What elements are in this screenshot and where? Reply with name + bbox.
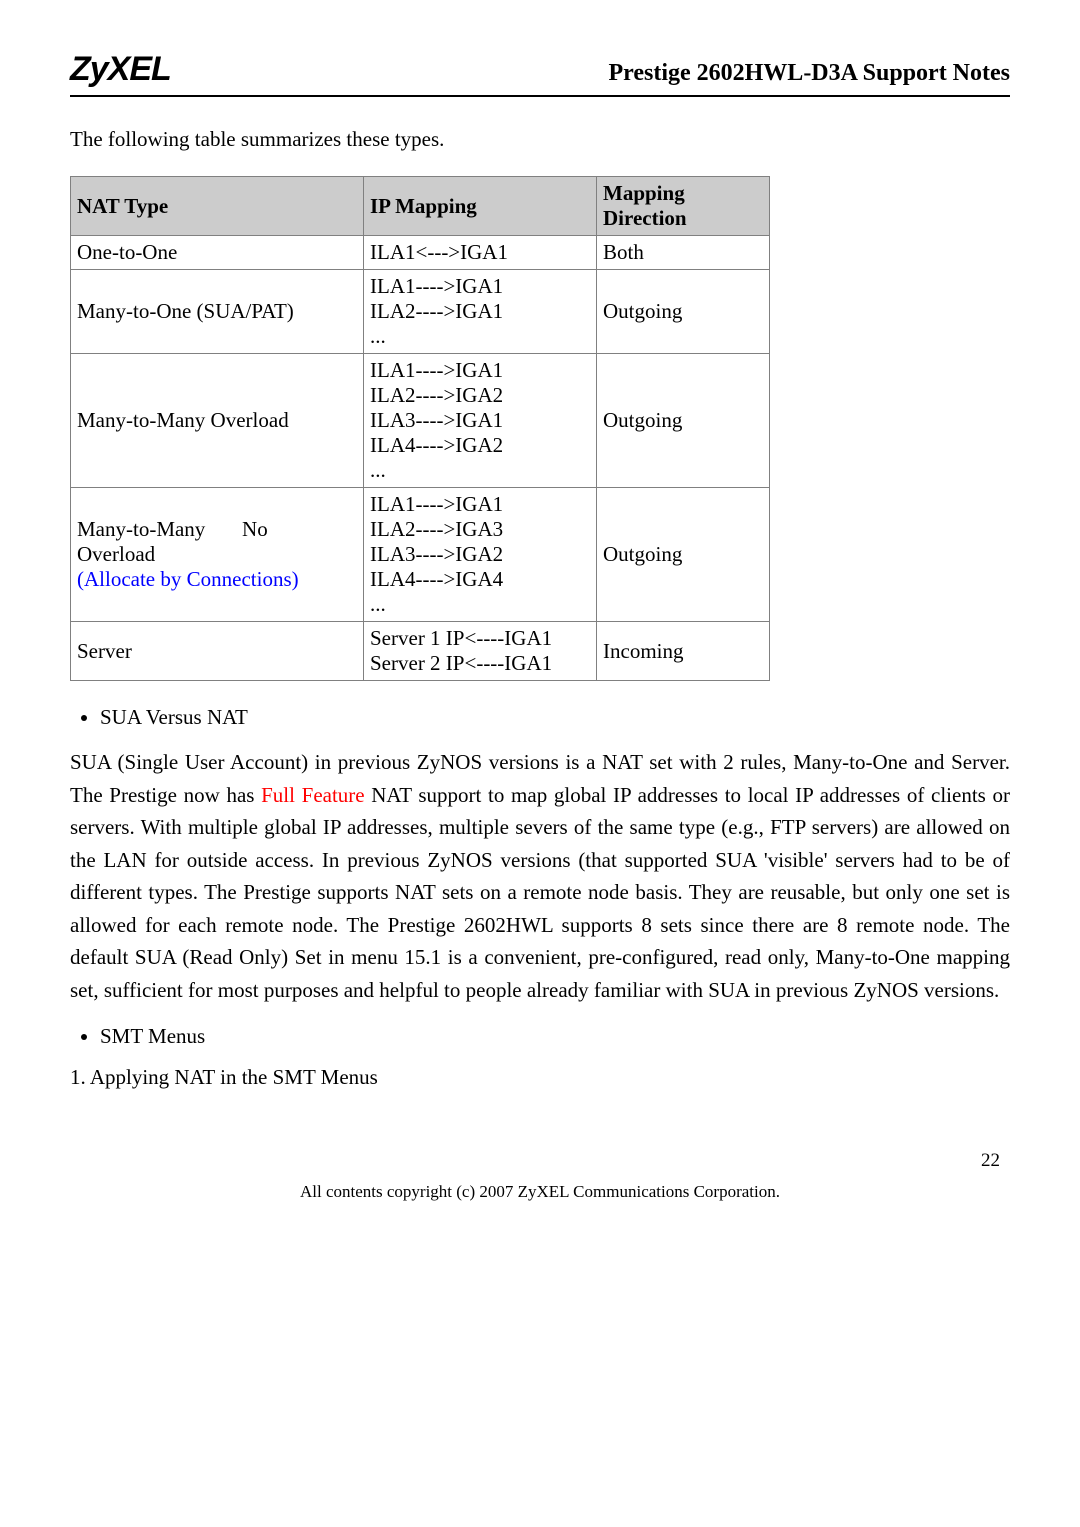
mapping-line: ILA2---->IGA1 — [370, 299, 503, 323]
direction-cell: Outgoing — [597, 488, 770, 622]
mapping-line: ILA3---->IGA1 — [370, 408, 503, 432]
mapping-line: Server 2 IP<----IGA1 — [370, 651, 552, 675]
direction-cell: Incoming — [597, 622, 770, 681]
mapping-line: ... — [370, 592, 386, 616]
sua-paragraph: SUA (Single User Account) in previous Zy… — [70, 746, 1010, 1006]
direction-cell: Both — [597, 236, 770, 270]
table-row: Many-to-One (SUA/PAT) ILA1---->IGA1 ILA2… — [71, 270, 770, 354]
intro-paragraph: The following table summarizes these typ… — [70, 127, 1010, 152]
table-row: Many-to-Many No Overload (Allocate by Co… — [71, 488, 770, 622]
col-header-direction: Mapping Direction — [597, 177, 770, 236]
mapping-line: ILA2---->IGA2 — [370, 383, 503, 407]
page-number: 22 — [70, 1150, 1010, 1172]
nat-type-cell: Server — [71, 622, 364, 681]
nat-type-line: Many-to-Many No — [77, 517, 268, 541]
bullet-list: SUA Versus NAT — [100, 705, 1010, 730]
bullet-sua-vs-nat: SUA Versus NAT — [100, 705, 1010, 730]
col-header-ip-mapping: IP Mapping — [364, 177, 597, 236]
mapping-line: ILA1---->IGA1 — [370, 492, 503, 516]
nat-type-cell: Many-to-One (SUA/PAT) — [71, 270, 364, 354]
mapping-line: ... — [370, 458, 386, 482]
table-row: Many-to-Many Overload ILA1---->IGA1 ILA2… — [71, 354, 770, 488]
col-header-nat-type: NAT Type — [71, 177, 364, 236]
bullet-list: SMT Menus — [100, 1024, 1010, 1049]
col-header-direction-l2: Direction — [603, 206, 687, 230]
mapping-line: ILA2---->IGA3 — [370, 517, 503, 541]
table-row: One-to-One ILA1<--->IGA1 Both — [71, 236, 770, 270]
nat-type-allocate-link[interactable]: (Allocate by Connections) — [77, 567, 299, 591]
mapping-line: ILA3---->IGA2 — [370, 542, 503, 566]
mapping-line: ILA1---->IGA1 — [370, 358, 503, 382]
nat-type-cell: Many-to-Many No Overload (Allocate by Co… — [71, 488, 364, 622]
bullet-smt-menus: SMT Menus — [100, 1024, 1010, 1049]
table-row: Server Server 1 IP<----IGA1 Server 2 IP<… — [71, 622, 770, 681]
logo-text: ZyXEL — [70, 50, 171, 89]
nat-type-line: Overload — [77, 542, 155, 566]
ip-mapping-cell: ILA1---->IGA1 ILA2---->IGA3 ILA3---->IGA… — [364, 488, 597, 622]
nat-type-cell: Many-to-Many Overload — [71, 354, 364, 488]
col-header-direction-l1: Mapping — [603, 181, 685, 205]
footer-copyright: All contents copyright (c) 2007 ZyXEL Co… — [70, 1182, 1010, 1202]
direction-cell: Outgoing — [597, 270, 770, 354]
document-title: Prestige 2602HWL-D3A Support Notes — [608, 60, 1010, 87]
ip-mapping-cell: ILA1---->IGA1 ILA2---->IGA1 ... — [364, 270, 597, 354]
direction-cell: Outgoing — [597, 354, 770, 488]
mapping-line: ILA4---->IGA2 — [370, 433, 503, 457]
mapping-line: ILA1---->IGA1 — [370, 274, 503, 298]
mapping-line: Server 1 IP<----IGA1 — [370, 626, 552, 650]
page-header: ZyXEL Prestige 2602HWL-D3A Support Notes — [70, 50, 1010, 97]
apply-nat-heading: 1. Applying NAT in the SMT Menus — [70, 1065, 1010, 1090]
sua-text-part2: NAT support to map global IP addresses t… — [70, 783, 1010, 1002]
table-header-row: NAT Type IP Mapping Mapping Direction — [71, 177, 770, 236]
ip-mapping-cell: ILA1---->IGA1 ILA2---->IGA2 ILA3---->IGA… — [364, 354, 597, 488]
ip-mapping-cell: Server 1 IP<----IGA1 Server 2 IP<----IGA… — [364, 622, 597, 681]
nat-types-table: NAT Type IP Mapping Mapping Direction On… — [70, 176, 770, 681]
mapping-line: ILA4---->IGA4 — [370, 567, 503, 591]
nat-type-cell: One-to-One — [71, 236, 364, 270]
ip-mapping-cell: ILA1<--->IGA1 — [364, 236, 597, 270]
mapping-line: ... — [370, 324, 386, 348]
full-feature-text: Full Feature — [261, 783, 364, 807]
